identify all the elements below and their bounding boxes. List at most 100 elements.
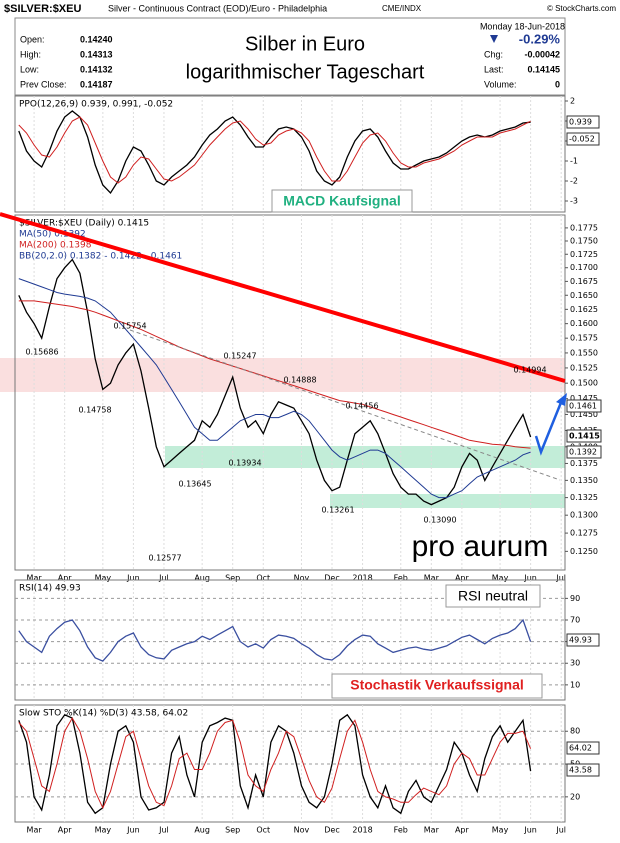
series-line	[18, 713, 532, 815]
trend-line-dashed	[129, 329, 561, 481]
title: Silber in Euro	[245, 33, 365, 55]
y-tick-label: 0.1350	[570, 476, 598, 485]
panel	[14, 704, 566, 823]
quote-value: 0.14313	[80, 49, 113, 59]
x-tick-label: Feb	[394, 574, 408, 583]
x-tick-label: Jun	[523, 574, 537, 583]
quote-label: Low:	[20, 64, 39, 74]
x-tick-label: May	[95, 574, 112, 583]
quote-value: 0.14240	[80, 34, 113, 44]
forecast-arrow	[534, 399, 564, 456]
price-label: 0.13934	[228, 459, 261, 468]
annotation-box	[445, 584, 541, 608]
price-label: 0.15686	[25, 348, 58, 357]
x-tick-label: Jul	[555, 574, 566, 583]
panel	[14, 579, 566, 701]
quote-label: Chg:	[484, 49, 503, 59]
quote-label: Last:	[484, 64, 504, 74]
y-tick-label: 20	[570, 792, 580, 801]
panel	[14, 214, 566, 571]
annotation-box	[331, 673, 543, 699]
x-tick-label: Jun	[523, 826, 537, 835]
legend-entry: MA(50) 0.1392	[19, 230, 86, 240]
legend-entry: RSI(14) 49.93	[19, 584, 81, 594]
quote-label: Open:	[20, 34, 45, 44]
value-tag-box	[566, 445, 602, 459]
price-label: 0.14888	[283, 376, 316, 385]
date: Monday 18-Jun-2018	[480, 21, 565, 31]
resistance-zone	[0, 358, 565, 392]
y-tick-label: 0.1250	[570, 547, 598, 556]
y-tick-label: 0.1775	[570, 223, 598, 232]
x-tick-label: May	[492, 826, 509, 835]
x-tick-label: Jul	[158, 826, 169, 835]
x-tick-label: Mar	[424, 826, 440, 835]
x-tick-label: Aug	[194, 574, 210, 583]
value-tag: 0.939	[569, 118, 592, 127]
x-tick-label: Jun	[126, 574, 140, 583]
value-tag-box	[566, 633, 600, 647]
watermark: pro aurum	[412, 530, 549, 563]
y-tick-label: 0.1375	[570, 459, 598, 468]
annotation-box	[271, 189, 413, 213]
y-tick-label: 0.1700	[570, 263, 598, 272]
x-tick-label: Dec	[324, 826, 339, 835]
price-label: 0.13261	[321, 506, 354, 515]
x-tick-label: Dec	[324, 574, 339, 583]
x-tick-label: Apr	[58, 826, 73, 835]
value-tag-box	[566, 115, 600, 129]
series-line	[18, 618, 532, 662]
value-tag: 49.93	[569, 636, 592, 645]
value-tag: 64.02	[569, 744, 592, 753]
annotation: Stochastik Verkaufssignal	[350, 677, 524, 693]
x-tick-label: Feb	[394, 826, 408, 835]
series-line	[18, 300, 531, 449]
value-tag: 0.1392	[569, 448, 597, 457]
value-tag: 0.1461	[569, 402, 597, 411]
quote-value: 0.14187	[80, 79, 113, 89]
x-tick-label: Jul	[555, 826, 566, 835]
value-tag-box	[566, 399, 602, 413]
y-tick-label: 0.1450	[570, 410, 598, 419]
x-tick-label: Sep	[225, 574, 240, 583]
y-tick-label: 70	[570, 616, 580, 625]
annotation: MACD Kaufsignal	[283, 193, 400, 209]
value-tag: 0.1415	[569, 432, 600, 441]
x-tick-label: 2018	[352, 574, 372, 583]
x-tick-label: Apr	[455, 826, 470, 835]
y-tick-label: 0.1625	[570, 305, 598, 314]
legend-entry: MA(200) 0.1398	[19, 241, 92, 251]
copyright: © StockCharts.com	[547, 4, 616, 13]
y-tick-label: 0.1500	[570, 379, 598, 388]
exchange: CME/INDX	[382, 4, 422, 13]
y-tick-label: 0.1525	[570, 363, 598, 372]
quote-value: -0.00042	[524, 49, 560, 59]
x-tick-label: Apr	[455, 574, 470, 583]
value-tag-box	[566, 763, 600, 777]
y-tick-label: 0.1675	[570, 277, 598, 286]
y-tick-label: 80	[570, 727, 580, 736]
quote-value: 0.14132	[80, 64, 113, 74]
quote-label: High:	[20, 49, 41, 59]
y-tick-label: 0.1475	[570, 394, 598, 403]
quote-value: 0	[555, 79, 560, 89]
x-tick-label: Mar	[424, 574, 440, 583]
y-tick-label: 0.1725	[570, 250, 598, 259]
price-label: 0.14456	[345, 402, 378, 411]
quote-label: Volume:	[484, 79, 517, 89]
y-tick-label: 2	[570, 97, 575, 106]
subtitle: logarithmischer Tageschart	[186, 61, 425, 83]
y-tick-label: 0.1600	[570, 319, 598, 328]
y-tick-label: 0.1750	[570, 236, 598, 245]
x-tick-label: May	[95, 826, 112, 835]
legend-entry: PPO(12,26,9) 0.939, 0.991, -0.052	[19, 100, 173, 110]
description: Silver - Continuous Contract (EOD)/Euro …	[108, 3, 327, 13]
support-zone	[330, 494, 565, 508]
y-tick-label: 30	[570, 659, 580, 668]
x-tick-label: Jun	[126, 826, 140, 835]
series-line	[18, 278, 531, 499]
series-line	[18, 116, 531, 184]
x-tick-label: Mar	[27, 574, 43, 583]
y-tick-label: 0.1650	[570, 291, 598, 300]
